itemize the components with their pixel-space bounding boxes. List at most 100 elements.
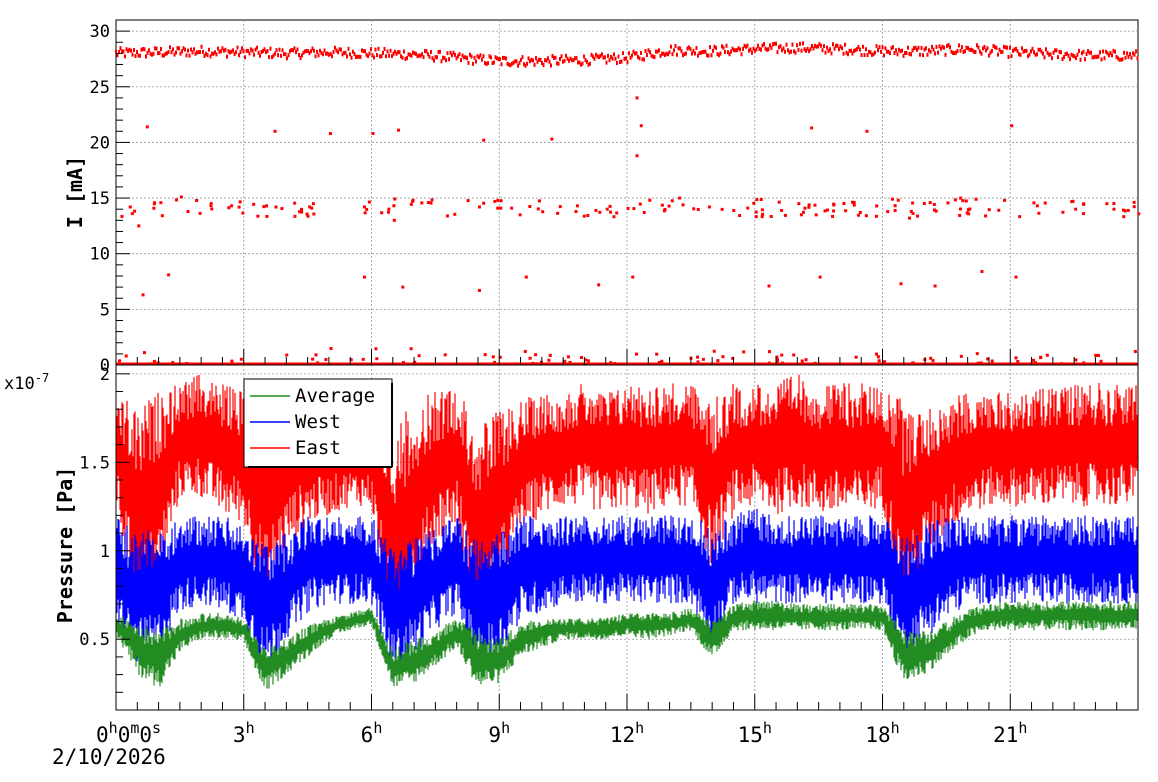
current-mid-band-point: [754, 215, 758, 219]
current-outlier-point: [392, 218, 396, 222]
current-mid-band-point: [984, 214, 988, 218]
current-mid-band-point: [387, 207, 391, 211]
current-mid-band-point: [265, 214, 269, 218]
current-near-zero-point: [493, 360, 497, 364]
current-near-zero-point: [483, 353, 487, 357]
current-mid-band-point: [1112, 201, 1116, 205]
pressure-y-axis-title: Pressure [Pa]: [53, 467, 77, 624]
current-mid-band-point: [875, 204, 879, 208]
current-y-tick-label: 20: [90, 133, 110, 153]
current-outlier-point: [137, 224, 141, 228]
current-mid-band-point: [760, 208, 764, 212]
current-mid-band-point: [760, 215, 764, 219]
current-outlier-point: [141, 293, 145, 297]
current-near-zero-point: [491, 355, 495, 359]
current-near-zero-point: [721, 355, 725, 359]
current-outlier-point: [891, 197, 895, 201]
current-mid-band-point: [152, 202, 156, 206]
current-outlier-point: [959, 196, 963, 200]
current-mid-band-point: [209, 203, 213, 207]
current-near-zero-point: [152, 359, 156, 363]
current-near-zero-point: [1062, 362, 1066, 366]
current-outlier-point: [128, 205, 132, 209]
current-y-tick-label: 0: [100, 356, 110, 376]
current-near-zero-point: [701, 357, 705, 361]
current-near-zero-point: [929, 356, 933, 360]
current-y-tick-label: 5: [100, 300, 110, 320]
current-near-zero-point: [396, 362, 400, 366]
current-y-axis: 0 5 10 15 20 25 30: [90, 19, 130, 376]
current-outlier-point: [648, 198, 652, 202]
current-near-zero-point: [566, 355, 570, 359]
current-near-zero-point: [739, 362, 743, 366]
current-mid-band-point: [857, 213, 861, 217]
current-near-zero-point: [380, 362, 384, 366]
current-near-zero-point: [586, 362, 590, 366]
current-near-zero-point: [976, 361, 980, 365]
current-near-zero-point: [239, 357, 243, 361]
current-near-zero-point: [979, 361, 983, 365]
current-mid-band-point: [518, 213, 522, 217]
current-outlier-point: [631, 275, 635, 279]
current-near-zero-point: [800, 359, 804, 363]
current-mid-band-point: [874, 214, 878, 218]
current-near-zero-point: [314, 353, 318, 357]
current-mid-band-point: [482, 201, 486, 205]
pressure-y-tick-label: 1: [100, 542, 110, 562]
current-mid-band-point: [612, 215, 616, 219]
pressure-legend: Average West East: [243, 378, 393, 468]
current-mid-band-point: [886, 210, 890, 214]
current-near-zero-point: [682, 362, 686, 366]
current-near-zero-point: [712, 349, 716, 353]
current-near-zero-point: [742, 350, 746, 354]
current-mid-band-point: [300, 210, 304, 214]
x-tick-label: 15h: [738, 719, 772, 747]
current-near-zero-point: [1034, 361, 1038, 365]
x-tick-label: 3h: [233, 719, 255, 747]
current-outlier-point: [362, 275, 366, 279]
current-near-zero-point: [1060, 362, 1064, 366]
current-mid-band-point: [380, 211, 384, 215]
current-outlier-point: [145, 125, 149, 129]
current-near-zero-point: [882, 360, 886, 364]
current-near-zero-point: [374, 347, 378, 351]
current-near-zero-point: [230, 359, 234, 363]
x-tick-label: 21h: [993, 719, 1027, 747]
current-outlier-point: [678, 196, 682, 200]
current-near-zero-point: [878, 362, 882, 366]
current-near-zero-point: [876, 355, 880, 359]
current-near-zero-point: [324, 358, 328, 362]
current-mid-band-point: [1018, 215, 1022, 219]
current-mid-band-point: [453, 212, 457, 216]
current-mid-band-point: [1081, 212, 1085, 216]
current-near-zero-point: [291, 362, 295, 366]
current-mid-band-point: [558, 205, 562, 209]
current-near-zero-point: [676, 362, 680, 366]
current-mid-band-point: [528, 205, 532, 209]
current-outlier-point: [810, 126, 814, 130]
current-mid-band-point: [911, 201, 915, 205]
current-near-zero-point: [910, 361, 914, 365]
current-mid-band-point: [1032, 201, 1036, 205]
current-outlier-point: [818, 275, 822, 279]
current-mid-band-point: [732, 209, 736, 213]
current-outlier-point: [477, 205, 481, 209]
current-near-zero-point: [775, 355, 779, 359]
current-mid-band-point: [807, 203, 811, 207]
current-mid-band-point: [1105, 202, 1109, 206]
legend-box: [243, 378, 393, 468]
current-mid-band-point: [777, 200, 781, 204]
current-mid-band-point: [256, 214, 260, 218]
current-near-zero-point: [609, 361, 613, 365]
current-near-zero-point: [792, 353, 796, 357]
current-mid-band-point: [608, 204, 612, 208]
current-near-zero-point: [401, 361, 405, 365]
current-mid-band-point: [174, 198, 178, 202]
current-outlier-point: [477, 288, 481, 292]
current-mid-band-point: [738, 214, 742, 218]
pressure-panel: 0.5 1 1.5 2 0h0m0s 3h 6h 9h 12h 15h 18h 21h Pressu…: [4, 349, 1139, 769]
pressure-y-multiplier-base: x10: [4, 374, 35, 394]
current-mid-band-point: [305, 212, 309, 216]
current-mid-band-point: [909, 209, 913, 213]
